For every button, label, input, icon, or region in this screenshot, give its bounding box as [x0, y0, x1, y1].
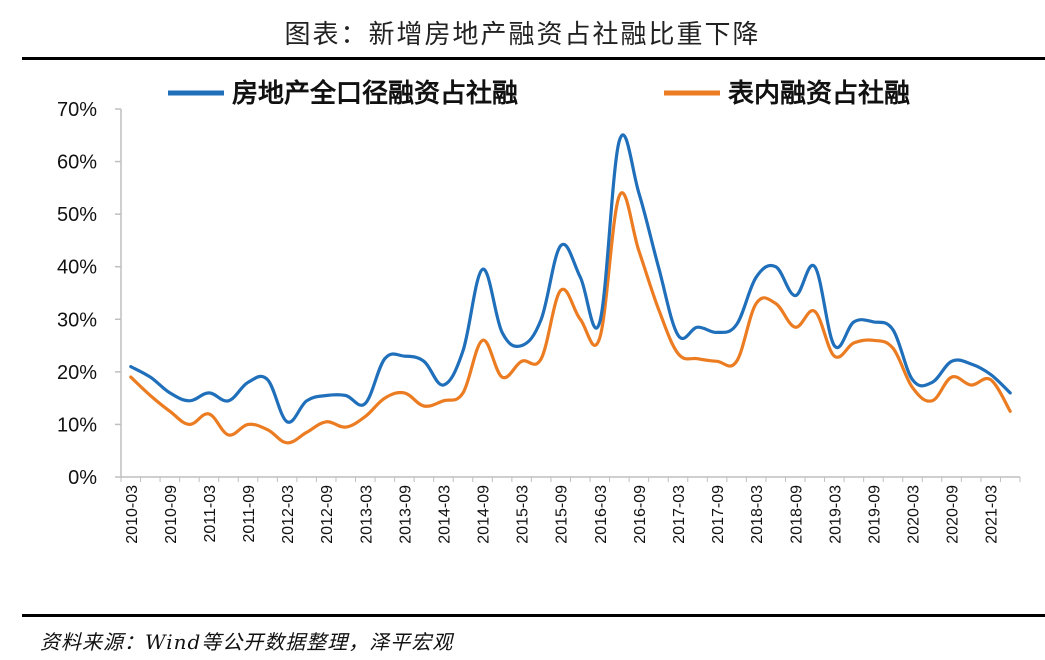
x-tick-label: 2010-09: [163, 485, 180, 544]
x-tick-label: 2018-09: [788, 485, 805, 544]
legend-label-series2: 表内融资占社融: [728, 78, 910, 109]
x-tick-label: 2012-03: [280, 485, 297, 544]
x-tick-label: 2017-09: [710, 485, 727, 544]
legend: 房地产全口径融资占社融 表内融资占社融: [168, 78, 910, 109]
series-line-on-balance: [129, 191, 1012, 445]
y-tick-label: 20%: [57, 362, 97, 384]
x-tick-label: 2021-03: [984, 485, 1001, 544]
y-tick-label: 0%: [68, 467, 97, 489]
source-note: 资料来源：Wind等公开数据整理，泽平宏观: [40, 630, 454, 654]
x-tick-label: 2013-09: [397, 485, 414, 544]
bottom-rule: [22, 614, 1045, 617]
y-tick-label: 30%: [57, 309, 97, 331]
x-tick-label: 2011-09: [241, 485, 258, 543]
x-tick-label: 2020-09: [945, 485, 962, 544]
series-lines: [129, 133, 1012, 445]
x-tick-label: 2013-03: [358, 485, 375, 544]
x-tick-label: 2010-03: [124, 485, 141, 544]
series-line-total-real-estate: [129, 133, 1012, 424]
x-tick-label: 2018-03: [749, 485, 766, 544]
x-tick-label: 2014-03: [436, 485, 453, 544]
x-tick-label: 2014-09: [476, 485, 493, 544]
x-tick-label: 2016-03: [593, 485, 610, 544]
x-tick-label: 2017-03: [671, 485, 688, 544]
chart-title: 图表：新增房地产融资占社融比重下降: [284, 20, 761, 50]
x-tick-label: 2016-09: [632, 485, 649, 544]
y-tick-label: 50%: [57, 204, 97, 226]
y-tick-label: 40%: [57, 257, 97, 279]
x-tick-label: 2015-03: [515, 485, 532, 544]
y-tick-label: 60%: [57, 152, 97, 174]
x-tick-label: 2015-09: [554, 485, 571, 544]
x-tick-label: 2019-09: [866, 485, 883, 544]
x-tick-label: 2019-03: [827, 485, 844, 544]
legend-label-series1: 房地产全口径融资占社融: [232, 78, 518, 109]
x-tick-label: 2012-09: [319, 485, 336, 544]
axes: 0% 10% 20% 30% 40% 50% 60% 70% 2010-03 2010-09 201…: [57, 99, 1021, 544]
top-rule: [22, 57, 1045, 60]
x-tick-label: 2011-03: [202, 485, 219, 543]
y-tick-label: 10%: [57, 414, 97, 436]
line-chart: 房地产全口径融资占社融 表内融资占社融 0% 10% 20% 30% 40% 50% 60%…: [57, 78, 1021, 544]
y-tick-label: 70%: [57, 99, 97, 121]
x-tick-label: 2020-03: [906, 485, 923, 544]
